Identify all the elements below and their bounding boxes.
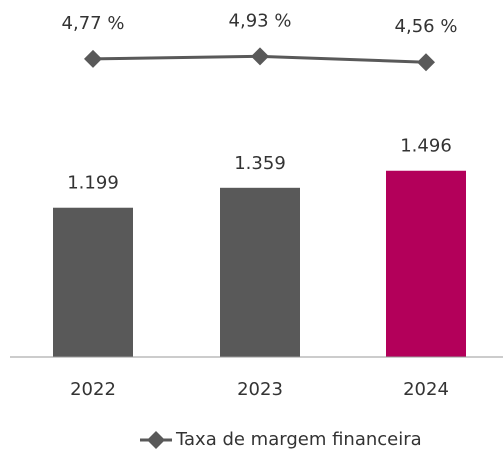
x-tick-label: 2023 bbox=[237, 379, 283, 400]
bar-value-label: 1.496 bbox=[400, 136, 452, 157]
legend-marker bbox=[147, 431, 165, 449]
x-tick-label: 2022 bbox=[70, 379, 116, 400]
legend-label: Taxa de margem financeira bbox=[175, 429, 422, 450]
line-marker bbox=[84, 49, 102, 68]
line-value-label: 4,77 % bbox=[62, 13, 125, 34]
line-value-label: 4,93 % bbox=[229, 10, 292, 31]
line-value-label: 4,56 % bbox=[395, 16, 458, 37]
line-marker bbox=[417, 53, 435, 72]
bar-value-label: 1.359 bbox=[234, 153, 286, 174]
x-tick-label: 2024 bbox=[403, 379, 449, 400]
line-marker bbox=[251, 47, 269, 66]
bar bbox=[386, 170, 466, 357]
bar bbox=[53, 207, 133, 357]
bar-value-label: 1.199 bbox=[67, 173, 119, 194]
bar bbox=[220, 187, 300, 357]
